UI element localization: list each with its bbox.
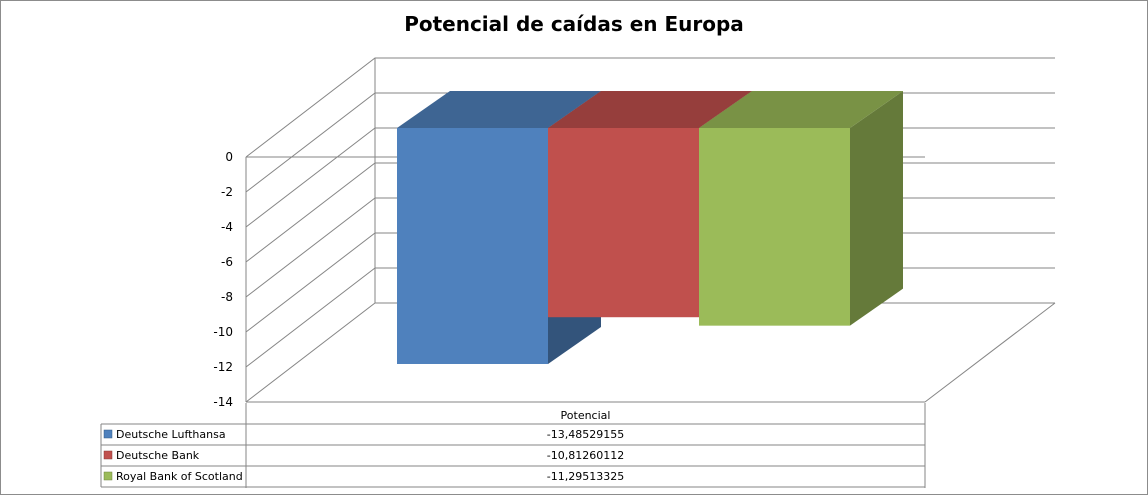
data-label: -11,29513325 (547, 470, 624, 483)
table-header: Potencial (561, 409, 611, 422)
bar-side (850, 91, 903, 326)
chart-title: Potencial de caídas en Europa (404, 12, 744, 36)
bar (397, 128, 548, 364)
series-name: Deutsche Lufthansa (116, 428, 226, 441)
y-tick-label: -10 (213, 325, 233, 339)
data-label: -10,81260112 (547, 449, 624, 462)
y-tick-label: -8 (221, 290, 233, 304)
legend-key (103, 450, 113, 460)
y-tick-label: 0 (225, 150, 233, 164)
bar-top (548, 91, 752, 128)
legend-key (103, 429, 113, 439)
series-name: Deutsche Bank (116, 449, 200, 462)
series-name: Royal Bank of Scotland (116, 470, 243, 483)
y-tick-label: -6 (221, 255, 233, 269)
bars (397, 91, 903, 364)
bar (548, 128, 699, 318)
y-tick-label: -4 (221, 220, 233, 234)
floor-edge (924, 302, 1056, 403)
y-tick-label: -2 (221, 185, 233, 199)
bar-top (699, 91, 903, 128)
bar-top (397, 91, 601, 128)
legend-key (103, 471, 113, 481)
y-tick-label: -12 (213, 360, 233, 374)
y-tick-label: -14 (213, 395, 233, 409)
data-label: -13,48529155 (547, 428, 624, 441)
data-table: Deutsche Lufthansa -13,48529155 Deutsche B… (100, 403, 926, 488)
gridline (245, 302, 1055, 403)
bar (699, 128, 850, 326)
